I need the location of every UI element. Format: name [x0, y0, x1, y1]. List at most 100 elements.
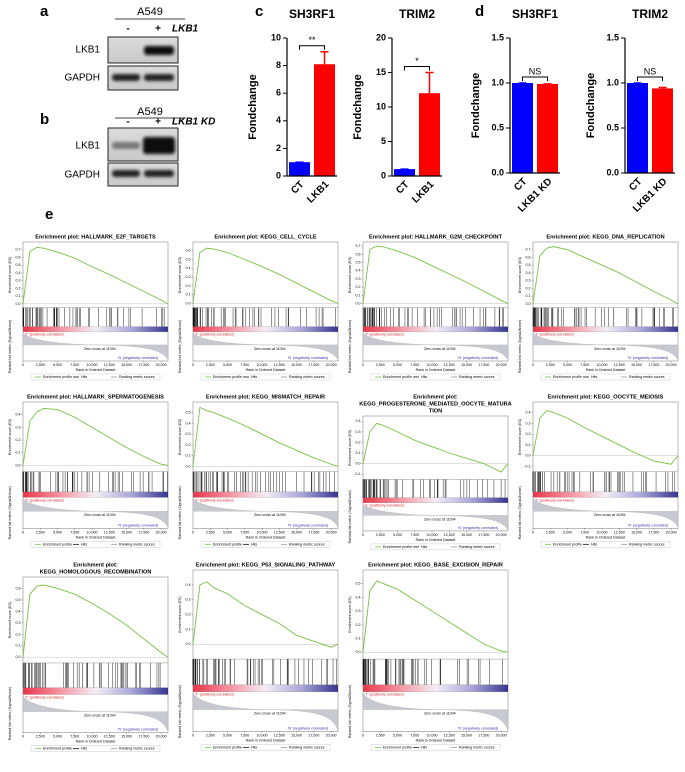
lane-label: +: [155, 117, 161, 128]
x-tick-label: 2,500: [546, 530, 555, 534]
y-tick-label: 0.0: [526, 302, 531, 306]
panel-label: d: [475, 3, 484, 20]
x-tick-label: 17,500: [308, 733, 319, 737]
enrichment-curve: [22, 584, 169, 658]
legend-label: Hits: [421, 375, 427, 379]
rank-color-bar: [363, 497, 508, 503]
rank-color-bar: [363, 326, 508, 332]
x-axis-label: Rank in Ordered Dataset: [246, 368, 286, 372]
legend-label: Ranking metric scores: [119, 542, 155, 546]
y-axis-label: Ranked list metric (Signal2Noise): [178, 320, 182, 373]
legend-label: Hits: [81, 542, 87, 546]
legend-label: Enrichment profile: [213, 375, 242, 379]
legend-box: [30, 373, 161, 381]
y-tick-label: 15: [376, 67, 386, 77]
plot-title: Enrichment plot: KEGG_CELL_CYCLE: [214, 234, 317, 240]
rank-color-bar: [23, 491, 168, 498]
band: [143, 137, 175, 154]
x-tick-label: 5,000: [223, 733, 232, 737]
x-axis-label: Rank in Ordered Dataset: [416, 738, 456, 742]
y-axis-label: Enrichment score (ES): [8, 257, 12, 293]
y-tick-label: 0.2: [186, 284, 191, 288]
x-tick-label: 17,500: [478, 533, 489, 537]
y-axis-label: Ranked list metric (Signal2Noise): [8, 320, 12, 373]
ranking-metric: [192, 692, 339, 731]
x-tick-label: 10,000: [427, 363, 438, 367]
lane-label: -: [126, 117, 129, 128]
significance-label: NS: [529, 66, 542, 76]
cell-line: A549: [137, 106, 163, 118]
y-axis-label: Ranked list metric (Signal2Noise): [518, 486, 522, 539]
y-tick-label: 0.1: [356, 293, 361, 297]
y-axis-label: Ranked list metric (Signal2Noise): [8, 486, 12, 539]
x-tick-label: 12,500: [444, 733, 455, 737]
y-tick-label: 0.3: [356, 430, 361, 434]
y-tick-label: 0.5: [606, 122, 619, 132]
bar: [394, 169, 415, 176]
plot-title: Enrichment plot: HALLMARK_E2F_TARGETS: [35, 234, 156, 240]
chart-title: TRIM2: [399, 7, 435, 21]
y-axis-label: Enrichment score (ES): [8, 419, 12, 455]
y-tick-label: 0.7: [526, 248, 531, 252]
enrichment-curve: [362, 422, 509, 473]
y-axis-label: Enrichment score (ES): [348, 596, 352, 632]
y-tick-label: 0.3: [526, 421, 531, 425]
legend-label: Ranking metric scores: [459, 375, 495, 379]
y-tick-label: 0.3: [526, 279, 531, 283]
x-tick-label: 5,000: [563, 363, 572, 367]
y-tick-label: 0.7: [356, 244, 361, 248]
y-tick-label: 10: [376, 101, 386, 111]
zero-cross-label: Zero cross at 11094: [254, 347, 286, 351]
y-tick-label: -0.1: [354, 472, 360, 476]
y-tick-label: 0.4: [16, 413, 21, 417]
plot-title: Enrichment plot: KEGG_BASE_EXCISION_REPA…: [368, 562, 503, 568]
bar: [289, 162, 310, 176]
y-tick-label: 0.4: [526, 271, 531, 275]
x-tick-label: 0: [22, 530, 24, 534]
y-tick-label: 2: [276, 143, 281, 153]
x-tick-label: 7,500: [240, 530, 249, 534]
y-tick-label: 0.2: [526, 286, 531, 290]
zero-cross-label: Zero cross at 11094: [84, 714, 116, 718]
x-tick-label: 2,500: [206, 733, 215, 737]
x-tick-label: CT: [394, 179, 411, 196]
x-tick-label: 7,500: [240, 733, 249, 737]
enrichment-curve: [532, 246, 679, 305]
x-axis-label: Rank in Ordered Dataset: [416, 368, 456, 372]
blot-b: A549 - + LKB1 KD LKB1 GAPDH: [64, 106, 215, 187]
y-axis-label: Fondchange: [247, 74, 259, 139]
y-tick-label: 0.1: [186, 293, 191, 297]
y-axis-label: Ranked list metric (Signal2Noise): [178, 486, 182, 539]
x-tick-label: 10,000: [87, 735, 98, 739]
y-tick-label: 0.2: [356, 440, 361, 444]
y-axis-label: Ranked list metric (Signal2Noise): [348, 320, 352, 373]
y-tick-label: 0.1: [16, 644, 21, 648]
plot-frame: [192, 569, 339, 732]
y-tick-label: 0.4: [356, 269, 361, 273]
blot-a: A549 - + LKB1 LKB1 GAPDH: [64, 6, 199, 91]
plot-title: Enrichment plot: HALLMARK_G2M_CHECKPOINT: [369, 234, 503, 240]
rank-color-bar: [193, 684, 338, 692]
legend-label: Enrichment profile: [553, 542, 582, 546]
enrichment-curve: [362, 580, 509, 653]
x-tick-label: 2,500: [36, 530, 45, 534]
band: [144, 170, 174, 177]
chart-title: SH3RF1: [289, 7, 335, 21]
x-tick-label: 10,000: [597, 363, 608, 367]
legend-label: Enrichment profile: [43, 747, 72, 751]
band: [112, 74, 140, 81]
band: [144, 46, 174, 55]
y-tick-label: 0.4: [16, 609, 21, 613]
legend-label: Hits: [251, 375, 257, 379]
y-tick-label: 0.1: [16, 294, 21, 298]
x-axis-label: Rank in Ordered Dataset: [76, 535, 116, 539]
y-tick-label: 0.6: [186, 249, 191, 253]
negative-label: 'N' (negatively correlated): [288, 523, 329, 527]
x-tick-label: 12,500: [104, 363, 115, 367]
x-tick-label: 7,500: [410, 733, 419, 737]
zero-cross-label: Zero cross at 11094: [594, 347, 626, 351]
x-tick-label: 0: [362, 533, 364, 537]
y-tick-label: 0.0: [356, 650, 361, 654]
y-tick-label: 0.4: [16, 271, 21, 275]
panel-label: e: [45, 206, 53, 223]
